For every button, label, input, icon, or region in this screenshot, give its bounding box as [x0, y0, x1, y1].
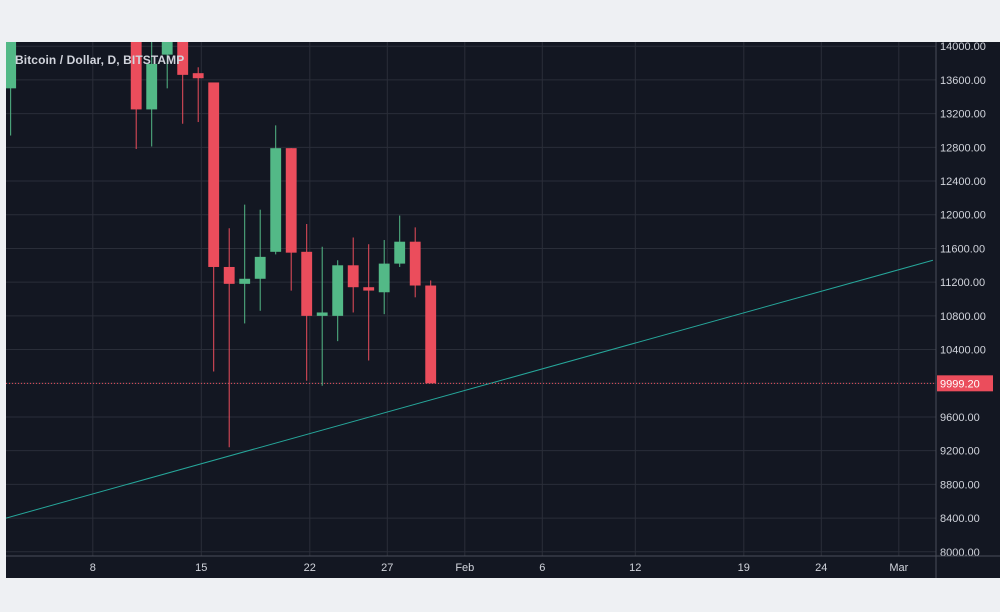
y-tick-label: 12000.00	[940, 210, 986, 222]
candle-body[interactable]	[239, 278, 251, 284]
candle-body[interactable]	[347, 265, 359, 288]
candle-body[interactable]	[161, 42, 173, 55]
chart-pane[interactable]: 8000.008400.008800.009200.009600.0010000…	[6, 42, 1000, 578]
y-tick-label: 11200.00	[940, 277, 985, 289]
last-price-label: 9999.20	[940, 378, 980, 390]
y-tick-label: 13200.00	[940, 109, 986, 121]
top-band	[0, 0, 1000, 42]
x-tick-label: 15	[195, 562, 207, 574]
candle-body[interactable]	[378, 263, 390, 293]
last-price-tag	[937, 375, 993, 392]
candlestick-chart[interactable]: 8000.008400.008800.009200.009600.0010000…	[6, 42, 1000, 578]
candle-body[interactable]	[394, 241, 406, 264]
y-tick-label: 9200.00	[940, 446, 980, 458]
candle-body[interactable]	[285, 148, 297, 253]
y-tick-label: 8800.00	[940, 479, 980, 491]
y-tick-label: 8000.00	[940, 547, 980, 559]
x-tick-label: 12	[629, 562, 641, 574]
y-tick-label: 14000.00	[940, 42, 986, 53]
y-tick-label: 12800.00	[940, 142, 986, 154]
symbol-title: Bitcoin / Dollar, D, BITSTAMP	[15, 53, 185, 67]
candle-body[interactable]	[146, 63, 158, 110]
x-tick-label: 6	[539, 562, 545, 574]
bottom-band	[0, 578, 1000, 612]
candle-body[interactable]	[363, 287, 375, 291]
x-tick-label: 19	[738, 562, 750, 574]
y-tick-label: 12400.00	[940, 176, 986, 188]
candle-body[interactable]	[208, 82, 220, 267]
y-tick-label: 13600.00	[940, 75, 986, 87]
y-tick-label: 8400.00	[940, 513, 980, 525]
candle-body[interactable]	[270, 148, 282, 252]
series-group	[6, 42, 936, 519]
y-tick-label: 9600.00	[940, 412, 980, 424]
candle-body[interactable]	[425, 285, 437, 384]
candle-body[interactable]	[177, 42, 189, 75]
candle-body[interactable]	[316, 312, 328, 316]
y-tick-label: 10800.00	[940, 311, 986, 323]
y-tick-label: 10400.00	[940, 345, 986, 357]
chart-background	[6, 42, 1000, 578]
candle-body[interactable]	[192, 73, 204, 79]
x-tick-label: Feb	[455, 562, 474, 574]
candle-body[interactable]	[130, 42, 142, 110]
x-tick-label: Mar	[889, 562, 908, 574]
x-tick-label: 24	[815, 562, 827, 574]
candle-body[interactable]	[6, 42, 17, 89]
x-tick-label: 8	[90, 562, 96, 574]
candle-body[interactable]	[301, 251, 313, 316]
x-tick-label: 27	[381, 562, 393, 574]
y-tick-label: 11600.00	[940, 243, 985, 255]
candle-body[interactable]	[254, 256, 266, 279]
candle-body[interactable]	[409, 241, 421, 286]
candle-body[interactable]	[223, 266, 235, 284]
trendline[interactable]	[6, 259, 934, 519]
x-tick-label: 22	[304, 562, 316, 574]
candle-body[interactable]	[332, 265, 344, 316]
